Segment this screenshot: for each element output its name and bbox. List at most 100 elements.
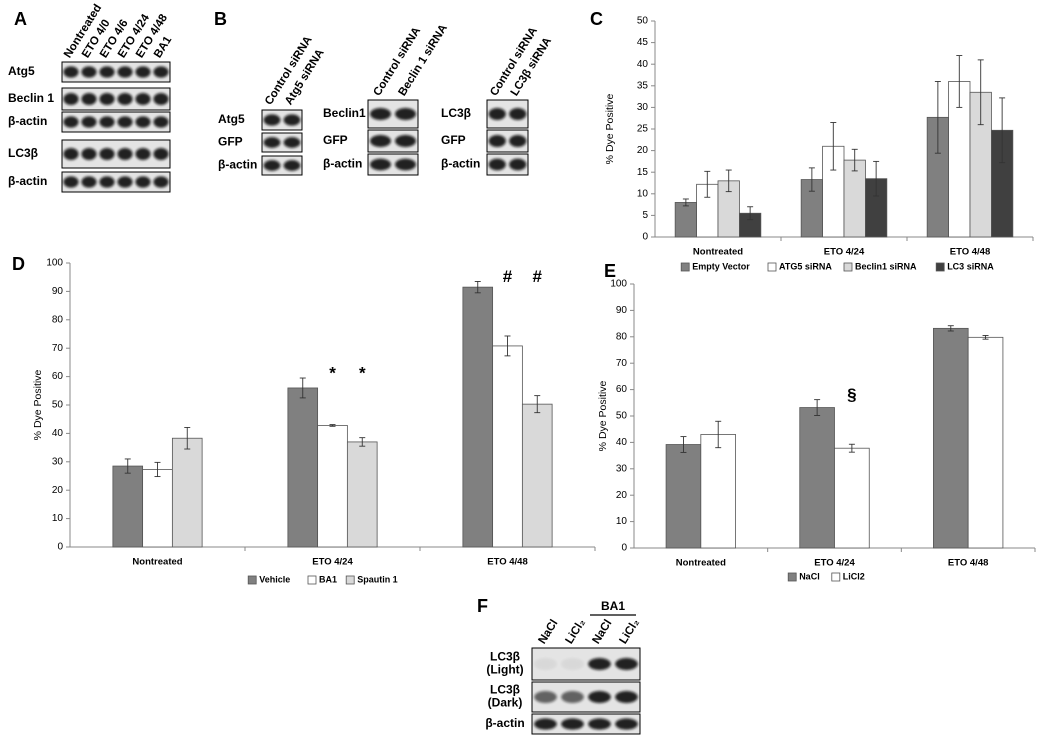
- blot-band: [588, 658, 611, 670]
- error-bar: [184, 426, 191, 450]
- blot-row-label: β-actin: [323, 157, 362, 171]
- y-tick-label: 80: [616, 331, 628, 342]
- blot-row-label: β-actin: [218, 158, 257, 172]
- blot-band: [153, 116, 169, 128]
- blot-strip: [61, 139, 171, 169]
- bar: [492, 345, 523, 548]
- blot-row-label: β-actin: [8, 114, 47, 128]
- y-tick-label: 0: [621, 543, 627, 554]
- blot-band: [99, 93, 115, 105]
- bar: [933, 327, 969, 549]
- blot-row-label: β-actin: [441, 157, 480, 171]
- panel-label: C: [590, 9, 603, 29]
- legend-label: Vehicle: [259, 574, 290, 584]
- y-tick-label: 90: [52, 286, 64, 297]
- bar: [700, 434, 736, 549]
- blot-band: [153, 66, 169, 78]
- panel-label: B: [214, 9, 227, 29]
- y-tick-label: 70: [616, 358, 628, 369]
- error-bar: [534, 395, 541, 414]
- y-tick-label: 10: [616, 516, 628, 527]
- y-tick-label: 10: [637, 188, 649, 199]
- error-bar: [682, 198, 689, 207]
- blot-band: [561, 718, 584, 730]
- y-tick-label: 5: [642, 210, 648, 221]
- blot-band: [81, 148, 97, 160]
- error-bar: [715, 420, 722, 449]
- blot-row-label: LC3β: [490, 650, 520, 664]
- blot-row-label: β-actin: [8, 174, 47, 188]
- bar: [674, 202, 697, 238]
- x-tick-label: Nontreated: [132, 557, 182, 568]
- y-tick-label: 50: [637, 16, 649, 27]
- error-bar: [848, 443, 855, 453]
- y-axis-label: % Dye Positive: [597, 381, 609, 452]
- blot-band: [99, 116, 115, 128]
- blot-band: [135, 176, 151, 188]
- x-tick-label: ETO 4/24: [824, 247, 865, 258]
- blot-band: [283, 160, 301, 171]
- legend-label: LC3 siRNA: [947, 261, 994, 271]
- error-bar: [851, 148, 858, 172]
- bar: [287, 387, 319, 548]
- blot-band: [153, 176, 169, 188]
- bar: [462, 286, 494, 548]
- blot-band: [283, 114, 301, 126]
- error-bar: [982, 335, 989, 340]
- blot-row-label: GFP: [441, 133, 466, 147]
- y-tick-label: 40: [616, 437, 628, 448]
- significance-marker: *: [359, 364, 366, 383]
- y-tick-label: 45: [637, 37, 649, 48]
- error-bar: [999, 97, 1006, 164]
- error-bar: [704, 170, 711, 198]
- y-tick-label: 60: [52, 371, 64, 382]
- x-tick-label: ETO 4/48: [487, 557, 528, 568]
- blot-band: [63, 176, 79, 188]
- bar: [521, 403, 553, 548]
- y-tick-label: 10: [52, 513, 64, 524]
- blot-band: [99, 148, 115, 160]
- blot-column-label: NaCl: [590, 618, 614, 647]
- y-tick-label: 0: [57, 542, 63, 553]
- blot-band: [81, 176, 97, 188]
- blot-band: [615, 718, 638, 730]
- legend-label: NaCl: [799, 571, 820, 581]
- y-tick-label: 50: [616, 411, 628, 422]
- blot-row-label: β-actin: [485, 716, 524, 730]
- blot-row-label: LC3β: [8, 146, 38, 160]
- legend-label: Spautin 1: [357, 574, 398, 584]
- blot-band: [561, 658, 584, 670]
- blot-row-label: Beclin1: [323, 106, 366, 120]
- y-tick-label: 60: [616, 384, 628, 395]
- error-bar: [504, 335, 511, 357]
- y-tick-label: 20: [52, 485, 64, 496]
- legend-swatch: [787, 572, 797, 582]
- x-tick-label: Nontreated: [676, 558, 726, 569]
- legend-label: LiCl2: [843, 571, 865, 581]
- blot-band: [81, 116, 97, 128]
- significance-marker: §: [847, 385, 856, 404]
- error-bar: [359, 437, 366, 447]
- y-tick-label: 15: [637, 167, 649, 178]
- blot-row-label: Atg5: [8, 64, 35, 78]
- y-tick-label: 90: [616, 305, 628, 316]
- blot-band: [63, 148, 79, 160]
- blot-band: [588, 691, 611, 703]
- significance-marker: #: [533, 267, 543, 286]
- y-tick-label: 30: [637, 102, 649, 113]
- blot-row-label: GFP: [323, 133, 348, 147]
- blot-band: [561, 691, 584, 703]
- significance-marker: *: [329, 364, 336, 383]
- y-tick-label: 80: [52, 314, 64, 325]
- error-bar: [299, 377, 306, 399]
- blot-band: [615, 658, 638, 670]
- blot-band: [370, 135, 391, 147]
- blot-band: [63, 116, 79, 128]
- blot-band: [117, 176, 133, 188]
- legend-swatch: [935, 262, 945, 272]
- blot-band: [117, 93, 133, 105]
- x-tick-label: Nontreated: [693, 247, 743, 258]
- error-bar: [747, 206, 754, 221]
- error-bar: [808, 167, 815, 192]
- panel-label: A: [14, 9, 27, 29]
